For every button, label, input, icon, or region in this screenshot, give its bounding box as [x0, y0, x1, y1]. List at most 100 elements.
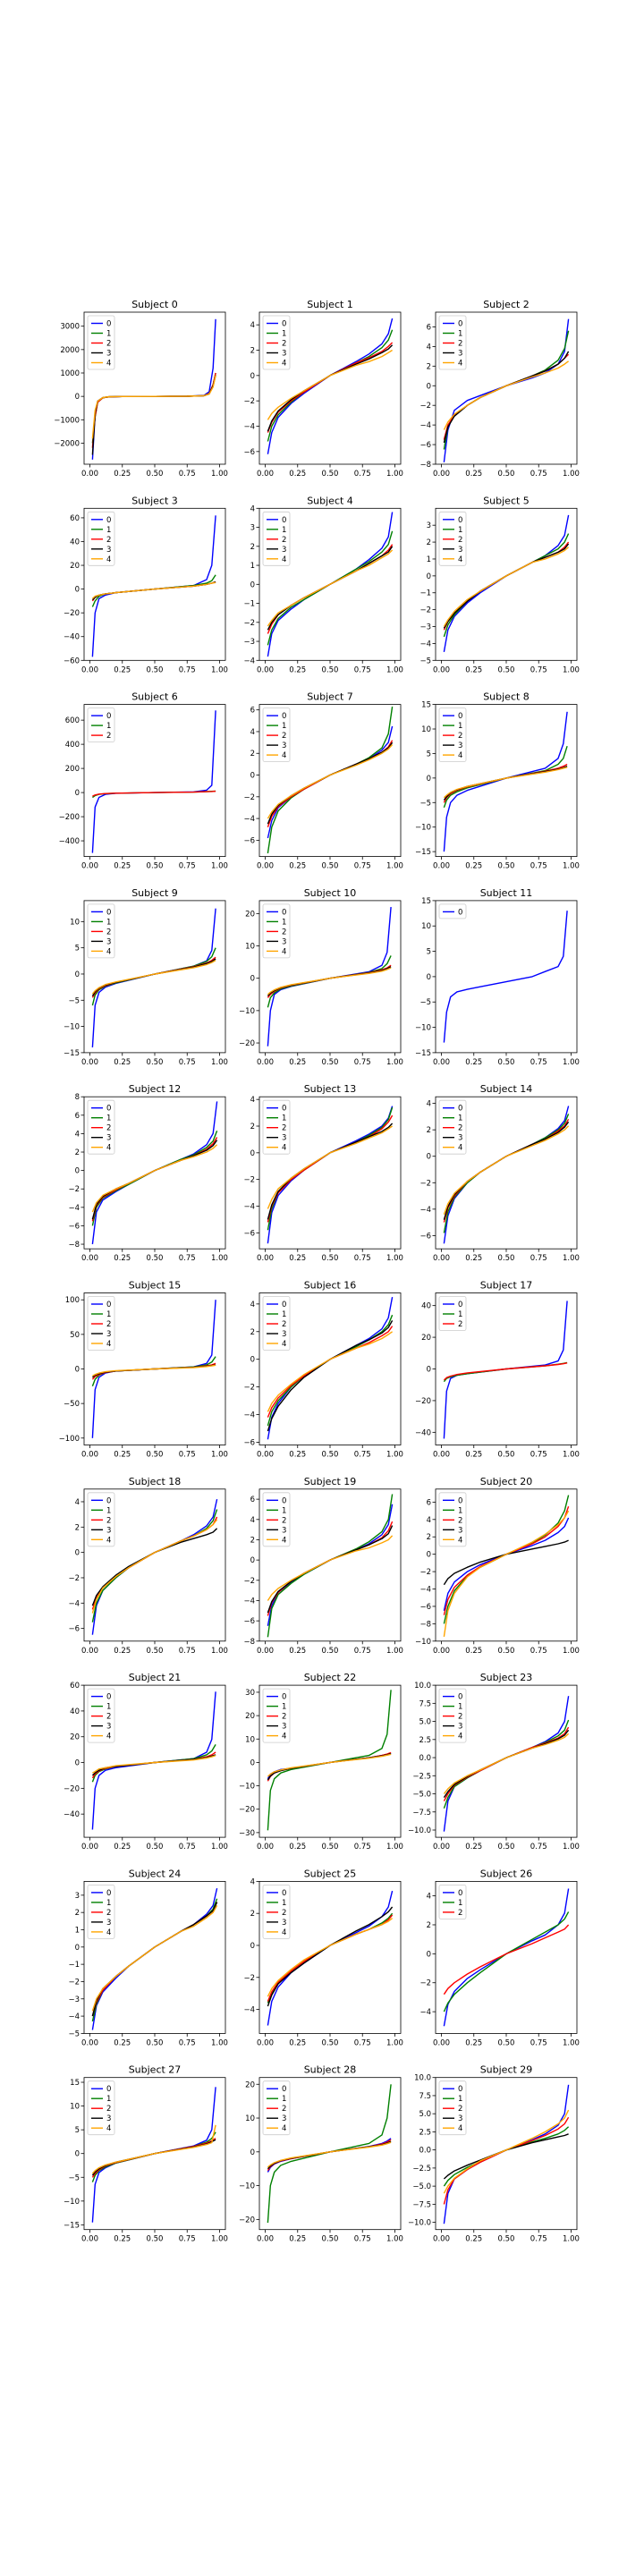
- x-tick-label: 0.25: [465, 470, 482, 479]
- y-tick-label: −6: [68, 1625, 80, 1634]
- x-tick-label: 0.25: [114, 470, 131, 479]
- y-tick-label: 4: [250, 1516, 255, 1525]
- series-group: [267, 1106, 394, 1244]
- legend-label: 0: [106, 2085, 111, 2094]
- x-tick-label: 0.25: [114, 1451, 131, 1460]
- y-tick-label: 4: [250, 1877, 255, 1886]
- legend-label: 4: [458, 2124, 462, 2133]
- legend-label: 3: [106, 1723, 111, 1732]
- y-tick-label: 2: [250, 543, 255, 552]
- legend-label: 3: [282, 1330, 286, 1339]
- y-tick-label: −5: [419, 657, 431, 665]
- y-tick-label: 4: [427, 1516, 431, 1525]
- y-tick-label: 0: [427, 1366, 431, 1375]
- legend-label: 0: [282, 320, 286, 329]
- legend-label: 4: [106, 1340, 111, 1349]
- x-tick-label: 1.00: [563, 862, 580, 871]
- subplot: Subject 40.00 0.25 0.50 0.75 1.00−4−3−2−1012…: [243, 495, 402, 674]
- y-tick-label: −4: [419, 421, 431, 430]
- legend-label: 3: [106, 2114, 111, 2123]
- legend-label: 4: [106, 1536, 111, 1545]
- y-tick-label: 0.0: [419, 2147, 431, 2156]
- x-tick-label: 0.00: [433, 470, 450, 479]
- y-tick-label: −10: [415, 1638, 431, 1647]
- x-tick-label: 0.00: [433, 862, 450, 871]
- y-tick-label: 0: [75, 789, 80, 798]
- legend-label: 0: [106, 1496, 111, 1505]
- x-tick-label: 0.25: [114, 665, 131, 674]
- x-tick-label: 0.50: [498, 2038, 515, 2047]
- y-tick-label: −2: [419, 1179, 431, 1188]
- y-tick-label: −2: [419, 606, 431, 615]
- y-tick-label: −40: [64, 1810, 80, 1819]
- legend-label: 0: [106, 516, 111, 525]
- y-tick-label: −15: [415, 1049, 431, 1058]
- y-tick-label: −20: [239, 2216, 255, 2224]
- y-tick-label: −2: [243, 619, 255, 628]
- legend-label: 1: [458, 1114, 462, 1123]
- y-tick-label: 0: [75, 970, 80, 979]
- y-tick-label: −15: [64, 2221, 80, 2230]
- y-tick-label: −4: [68, 1204, 80, 1213]
- y-tick-label: 10: [245, 943, 255, 952]
- y-tick-label: 4: [75, 1130, 80, 1139]
- series-group: [91, 1498, 218, 1635]
- y-tick-label: 1: [75, 1926, 80, 1935]
- x-tick-label: 0.25: [289, 1058, 306, 1067]
- legend-label: 0: [106, 712, 111, 721]
- y-tick-label: 0: [427, 1551, 431, 1560]
- legend-label: 2: [106, 1909, 111, 1918]
- y-tick-label: −2: [243, 793, 255, 802]
- y-tick-label: 1: [250, 562, 255, 571]
- x-tick-label: 0.25: [465, 1843, 482, 1852]
- y-tick-label: −1: [68, 1961, 80, 1970]
- subplot-title: Subject 18: [129, 1476, 182, 1487]
- x-tick-label: 1.00: [386, 1058, 403, 1067]
- y-tick-label: 20: [70, 1733, 80, 1742]
- x-tick-label: 0.75: [354, 2038, 371, 2047]
- legend-label: 2: [458, 1516, 462, 1525]
- legend-label: 0: [282, 1496, 286, 1505]
- y-tick-label: −5: [419, 998, 431, 1007]
- subplot-title: Subject 2: [483, 299, 530, 310]
- x-tick-label: 0.25: [114, 1254, 131, 1263]
- legend-label: 0: [282, 712, 286, 721]
- x-tick-label: 0.25: [465, 2038, 482, 2047]
- y-tick-label: 1000: [60, 369, 80, 378]
- y-tick-label: −4: [419, 2008, 431, 2017]
- x-tick-label: 0.00: [81, 1843, 98, 1852]
- y-tick-label: 15: [421, 897, 431, 906]
- y-tick-label: −8: [68, 1241, 80, 1250]
- y-tick-label: 0: [427, 775, 431, 784]
- y-tick-label: −10.0: [408, 2219, 431, 2228]
- y-tick-label: 10: [421, 922, 431, 931]
- x-tick-label: 0.50: [498, 1451, 515, 1460]
- x-tick-label: 0.75: [179, 665, 196, 674]
- legend-label: 0: [458, 1889, 462, 1898]
- legend-label: 3: [106, 1330, 111, 1339]
- y-tick-label: 2: [250, 750, 255, 758]
- y-tick-label: −20: [415, 1397, 431, 1406]
- legend-label: 0: [282, 2085, 286, 2094]
- y-tick-label: −50: [64, 1400, 80, 1409]
- y-tick-label: 0: [427, 382, 431, 391]
- x-tick-label: 0.50: [322, 665, 339, 674]
- legend-label: 3: [106, 1526, 111, 1535]
- y-tick-label: 0: [75, 2150, 80, 2159]
- subplot-title: Subject 17: [480, 1280, 533, 1292]
- series-line-4: [91, 1519, 218, 1614]
- y-tick-label: 20: [245, 1712, 255, 1721]
- legend-label: 0: [458, 2085, 462, 2094]
- series-line-4: [267, 1125, 393, 1209]
- legend-label: 4: [282, 2124, 286, 2133]
- y-tick-label: −3: [243, 638, 255, 647]
- legend-label: 1: [282, 918, 286, 927]
- y-tick-label: −4: [419, 640, 431, 648]
- series-line-4: [267, 2141, 392, 2168]
- legend-label: 2: [458, 732, 462, 741]
- subplot: Subject 18 0.00 0.25 0.50 0.75 1.00 −6 −4 −2 0 2 4 0…: [68, 1476, 227, 1656]
- legend-label: 1: [106, 526, 111, 535]
- x-tick-label: 1.00: [563, 2235, 580, 2244]
- series-group: [267, 1494, 394, 1638]
